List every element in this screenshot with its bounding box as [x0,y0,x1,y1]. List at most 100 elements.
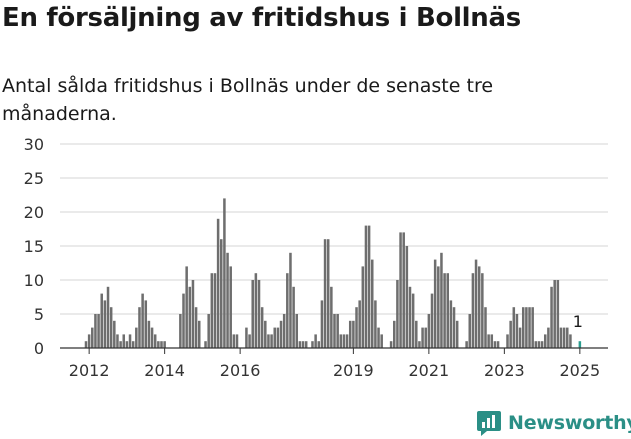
bar [135,327,138,348]
bar [415,320,418,348]
bar [232,334,236,348]
bar [84,341,88,348]
bar [229,266,232,348]
bar [370,259,374,348]
y-tick-label: 5 [34,305,44,324]
bar [358,300,361,348]
bar [323,239,327,348]
bar [559,327,563,348]
bar [106,286,110,348]
bar [191,280,195,348]
bar [163,341,166,348]
bar [352,320,355,348]
bar [437,266,440,348]
bar [342,334,346,348]
bar [509,320,512,348]
chart-subtitle: Antal sålda fritidshus i Bollnäs under d… [2,75,494,125]
bar [477,266,481,348]
bar [487,334,490,348]
bar [160,341,163,348]
bar [361,266,365,348]
bar [286,273,289,348]
bar [248,334,251,348]
bar [216,218,220,348]
chart-title: En försäljning av fritidshus i Bollnäs [2,3,521,33]
x-tick-label: 2023 [484,361,525,380]
bar [405,246,409,348]
data-labels: 1 [573,312,583,331]
x-tick-label: 2019 [333,361,374,380]
bar [245,327,248,348]
bar [298,341,302,348]
bar [109,307,113,348]
y-tick-label: 10 [24,271,44,290]
bar [157,341,160,348]
bar [220,239,223,348]
bar [213,273,217,348]
bar [113,320,116,348]
bar [440,252,443,348]
bar [138,307,141,348]
bar [94,314,97,348]
bar [474,259,478,348]
bar [380,334,383,348]
bar [537,341,541,348]
bar [179,314,182,348]
bar [421,327,424,348]
bar [270,334,273,348]
bar [550,286,553,348]
bar [289,252,292,348]
bar [97,314,100,348]
bar [100,293,103,348]
bar [531,307,534,348]
bar [150,327,154,348]
bar [553,280,556,348]
bar [128,334,132,348]
y-tick-label: 20 [24,203,44,222]
x-tick-label: 2016 [220,361,261,380]
bar [320,300,324,348]
y-tick-label: 30 [24,135,44,154]
bar [367,225,371,348]
bar [452,307,456,348]
bar [424,327,427,348]
bar [282,314,286,348]
bar [125,341,129,348]
bar [396,280,399,348]
bar [468,314,472,348]
x-tick-label: 2012 [69,361,110,380]
bar [455,320,459,348]
bar [314,334,317,348]
bar [336,314,339,348]
bar [257,280,261,348]
bar [427,314,431,348]
bar [295,314,299,348]
bar [411,293,415,348]
bar [317,341,321,348]
bar [326,239,330,348]
bar [210,273,214,348]
bar [345,334,349,348]
newsworthy-logo: Newsworthy [476,407,631,439]
bar [333,314,336,348]
bar [484,307,487,348]
bar [223,198,226,348]
bar [506,334,509,348]
bar [273,327,276,348]
bar [304,341,308,348]
bar [364,225,368,348]
x-tick-label: 2021 [409,361,450,380]
bar [515,314,519,348]
bar [116,334,119,348]
bar [185,266,188,348]
bar [418,341,421,348]
bar [493,341,497,348]
bar [534,341,538,348]
bar [521,307,525,348]
bar [374,300,377,348]
newsworthy-chart-icon [477,411,501,436]
bar [556,280,560,348]
bar [540,341,544,348]
bar [251,280,254,348]
